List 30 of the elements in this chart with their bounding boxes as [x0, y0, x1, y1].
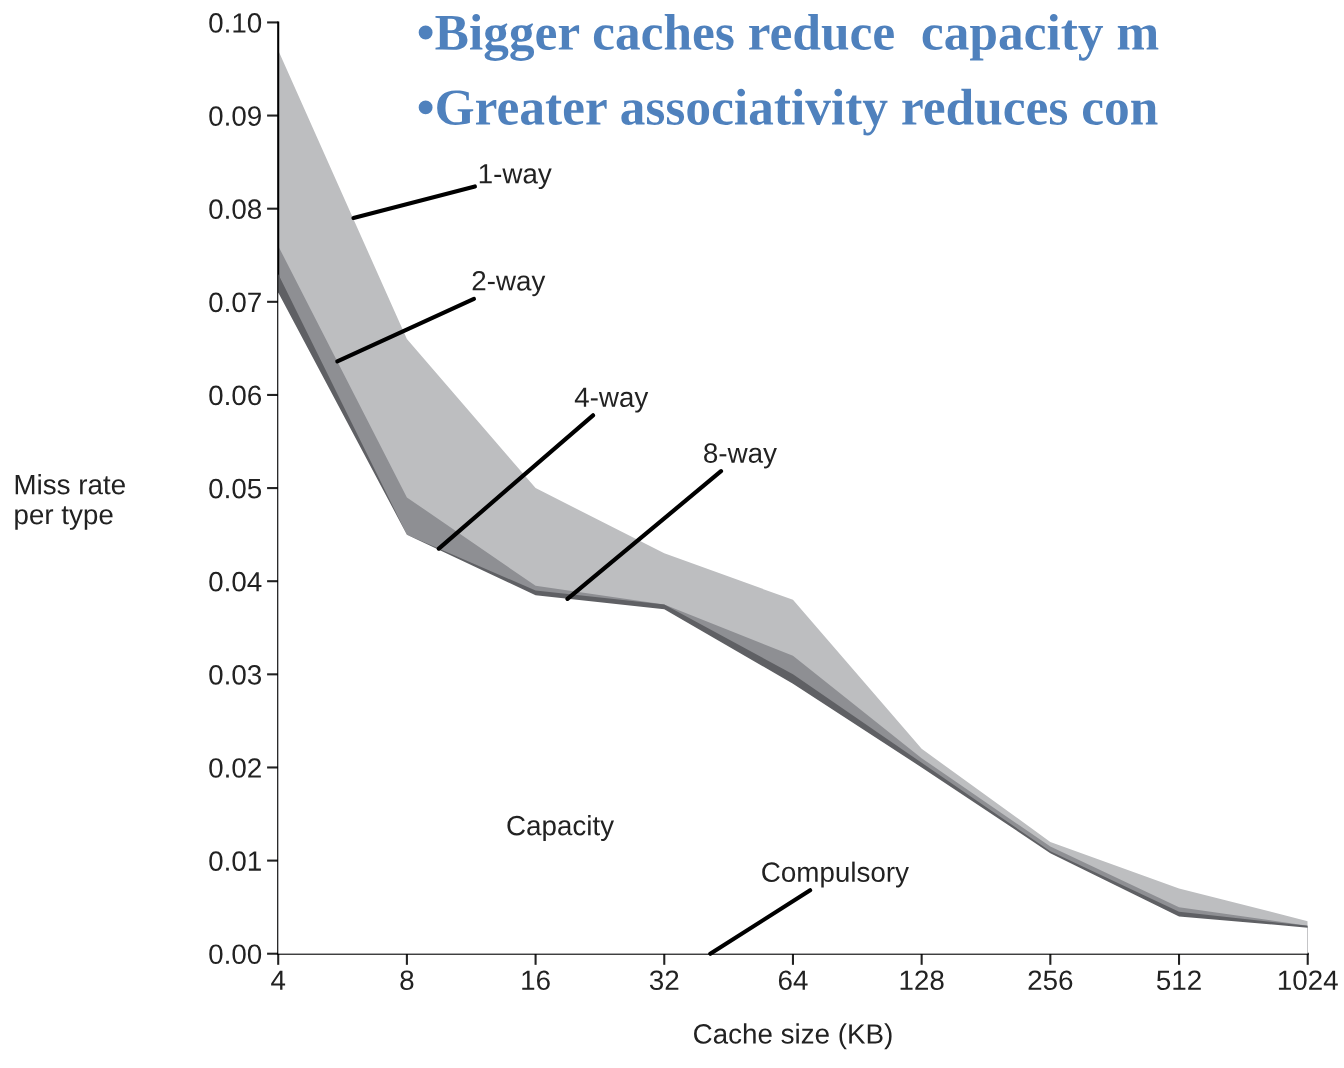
- annotation: •Greater associativity reduces con: [418, 88, 1158, 136]
- annotation: 2-way: [472, 270, 546, 297]
- x-tick-label: 8: [400, 970, 414, 991]
- x-tick-label: 128: [900, 970, 944, 991]
- annotation: 4-way: [574, 387, 649, 413]
- x-tick-label: 16: [522, 970, 550, 991]
- x-tick-label: 256: [1028, 970, 1073, 991]
- y-tick-label: 0.10: [209, 13, 262, 33]
- y-tick-label: 0.06: [209, 385, 262, 406]
- y-tick-label: 0.03: [209, 665, 262, 685]
- y-tick-label: 0.09: [209, 106, 261, 126]
- annotation: •Bigger caches reduce capacity m: [418, 13, 1159, 61]
- y-tick-label: 0.07: [209, 292, 261, 313]
- y-tick-label: 0.02: [209, 758, 261, 778]
- annotation: 8-way: [704, 443, 777, 469]
- x-axis-title: Cache size (KB): [694, 1023, 892, 1050]
- y-tick-label: 0.04: [209, 571, 262, 592]
- annotation: Compulsory: [762, 861, 909, 888]
- x-tick-label: 1024: [1278, 970, 1338, 991]
- y-tick-label: 0.00: [209, 944, 262, 965]
- annotation: 1-way: [479, 164, 552, 190]
- y-tick-label: 0.01: [209, 851, 261, 871]
- x-tick-label: 32: [649, 970, 679, 991]
- x-tick-label: 64: [778, 970, 808, 991]
- y-axis-title: Miss rate per type: [15, 474, 125, 530]
- y-tick-label: 0.08: [209, 199, 262, 220]
- y-tick-label: 0.05: [209, 478, 262, 499]
- x-tick-label: 4: [271, 970, 286, 990]
- annotation: Capacity: [507, 815, 615, 841]
- x-tick-label: 512: [1156, 970, 1201, 991]
